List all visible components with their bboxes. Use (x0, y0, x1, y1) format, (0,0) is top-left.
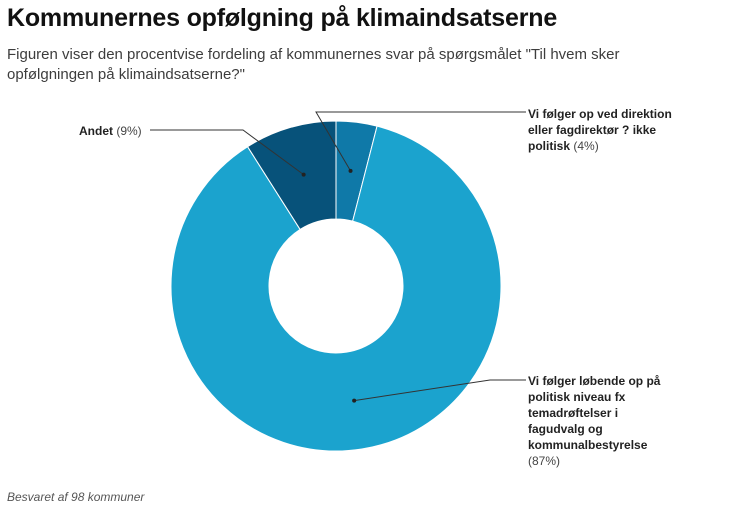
slice-label-direktion-value: (4%) (573, 139, 599, 153)
chart-title: Kommunernes opfølgning på klimaindsatser… (7, 4, 558, 32)
chart-subtitle: Figuren viser den procentvise fordeling … (7, 46, 620, 83)
leader-dot-andet (301, 172, 306, 177)
leader-dot-direktion (348, 168, 353, 173)
slice-label-politisk-value: (87%) (528, 454, 561, 468)
slice-label-direktion: Vi følger op ved direktion eller fagdire… (528, 106, 678, 154)
footnote: Besvaret af 98 kommuner (7, 490, 145, 504)
slice-label-andet-text: Andet (79, 124, 113, 138)
leader-dot-politisk (352, 398, 357, 403)
leader-line-andet (150, 129, 304, 176)
slice-label-politisk: Vi følger løbende op på politisk niveau … (528, 373, 678, 469)
leader-line-politisk (354, 379, 526, 402)
leader-lines (150, 111, 526, 403)
slice-label-politisk-text: Vi følger løbende op på politisk niveau … (528, 374, 661, 452)
donut-slice-politisk (170, 125, 502, 452)
leader-line-direktion (315, 111, 526, 172)
slice-label-andet-value: (9%) (116, 124, 142, 138)
donut-slice-andet (246, 120, 337, 231)
donut-slices (170, 120, 502, 452)
slice-label-direktion-text: Vi følger op ved direktion eller fagdire… (528, 107, 672, 153)
slice-label-andet: Andet (9%) (79, 123, 169, 139)
